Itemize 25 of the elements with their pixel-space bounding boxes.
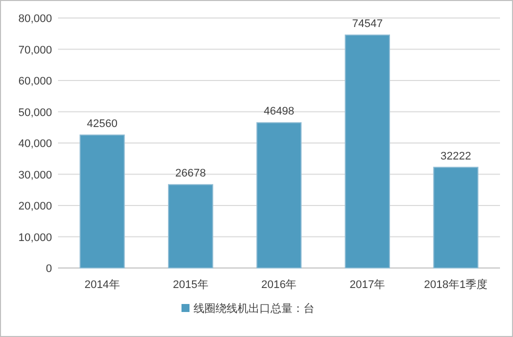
data-label: 46498	[264, 106, 294, 118]
x-tick-label: 2014年	[84, 279, 120, 291]
x-tick-label: 2016年	[261, 279, 297, 291]
y-tick-label: 80,000	[18, 13, 52, 25]
y-tick-label: 70,000	[18, 44, 52, 56]
y-tick-label: 10,000	[18, 232, 52, 244]
y-tick-label: 30,000	[18, 169, 52, 182]
x-tick-label: 2018年1季度	[424, 278, 488, 291]
y-tick-label: 40,000	[18, 138, 52, 150]
bar	[344, 34, 390, 268]
data-label: 32222	[440, 150, 472, 162]
bar	[256, 122, 302, 268]
legend-label: 线圈绕线机出口总量：台	[194, 302, 314, 315]
data-label: 74547	[352, 18, 383, 30]
y-tick-label: 60,000	[18, 76, 52, 88]
x-tick-label: 2017年	[350, 279, 386, 291]
bar	[168, 184, 214, 268]
y-tick-label: 0	[46, 263, 52, 275]
data-label: 42560	[86, 118, 118, 130]
x-tick-label: 2015年	[172, 279, 208, 291]
y-tick-label: 50,000	[18, 106, 52, 119]
bar	[80, 134, 125, 268]
bar	[433, 166, 478, 268]
data-label: 26678	[175, 168, 206, 180]
y-tick-label: 20,000	[18, 200, 52, 212]
